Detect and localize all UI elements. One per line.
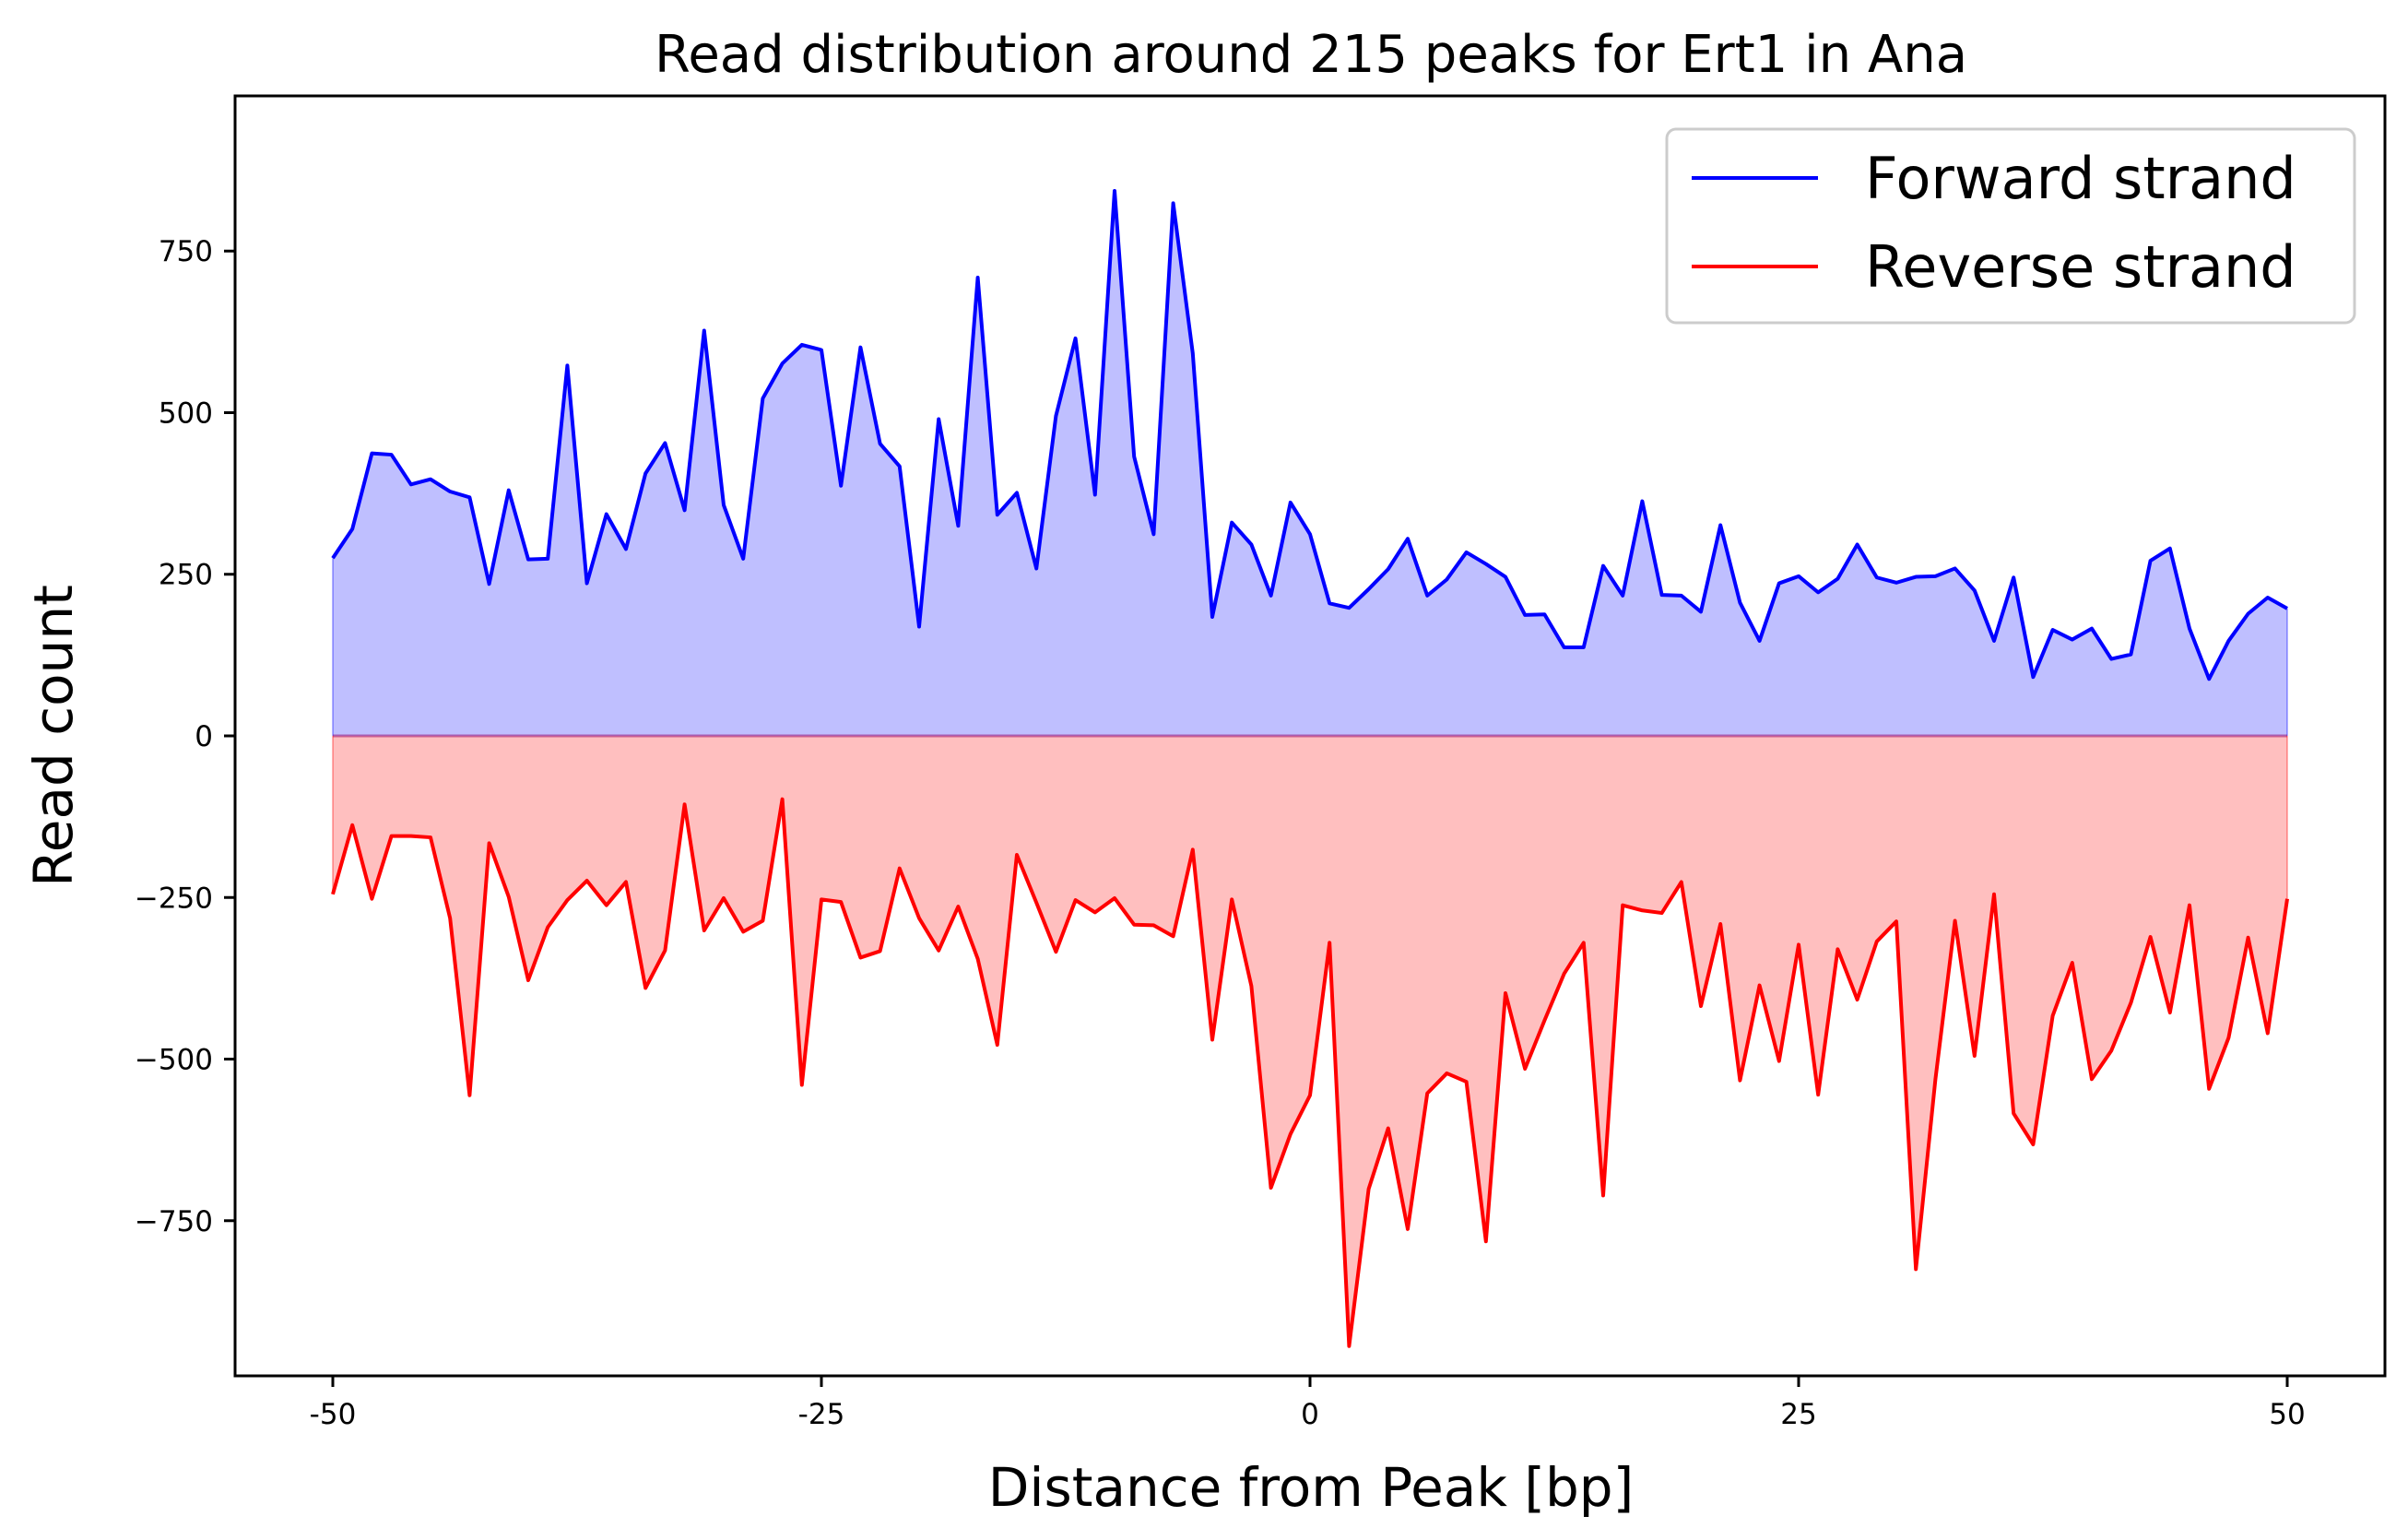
legend-label-reverse: Reverse strand — [1865, 233, 2296, 301]
y-axis-label: Read count — [22, 585, 85, 887]
legend-box — [1665, 127, 2356, 325]
series-lines — [331, 189, 2289, 1348]
x-axis-label: Distance from Peak [bp] — [988, 1456, 1635, 1519]
y-tick-label: 750 — [159, 235, 213, 268]
y-tick-label: 500 — [159, 397, 213, 430]
legend: Forward strand Reverse strand — [1665, 127, 2356, 325]
area-fills — [333, 191, 2287, 1346]
x-axis-ticks: -50 -25 0 25 50 — [310, 1376, 2306, 1431]
y-tick-label: −500 — [135, 1044, 213, 1077]
forward-strand-area — [333, 191, 2287, 737]
x-tick-label: 25 — [1780, 1398, 1816, 1431]
x-tick-label: 0 — [1301, 1398, 1319, 1431]
legend-label-forward: Forward strand — [1865, 145, 2296, 212]
zero-baseline-group — [332, 558, 2288, 899]
y-tick-label: −750 — [135, 1205, 213, 1238]
y-tick-label: −250 — [135, 882, 213, 915]
y-axis-ticks: 750 500 250 0 −250 −500 −750 — [135, 235, 235, 1238]
x-tick-label: 50 — [2269, 1398, 2305, 1431]
reverse-strand-line — [331, 797, 2289, 1348]
reverse-strand-area — [333, 736, 2287, 1346]
x-tick-label: -25 — [798, 1398, 845, 1431]
y-tick-label: 0 — [195, 720, 213, 753]
x-tick-label: -50 — [310, 1398, 357, 1431]
y-tick-label: 250 — [159, 559, 213, 592]
chart-title: Read distribution around 215 peaks for E… — [655, 25, 1967, 85]
forward-strand-line — [331, 189, 2288, 681]
